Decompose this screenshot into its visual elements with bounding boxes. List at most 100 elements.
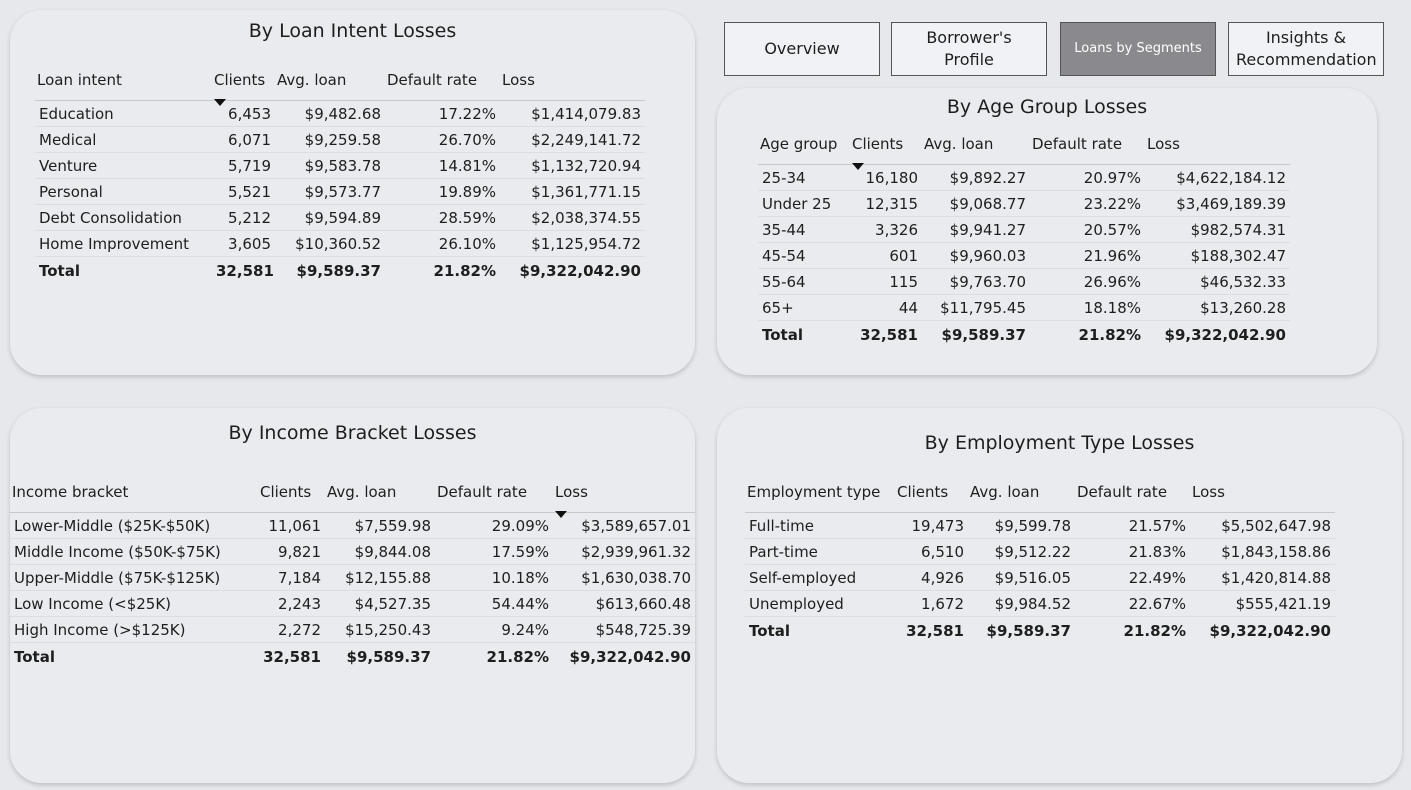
cell: $9,573.77	[275, 178, 385, 205]
cell: Middle Income ($50K-$75K)	[10, 538, 258, 565]
cell: $10,360.52	[275, 230, 385, 257]
data-row: Upper-Middle ($75K-$125K) 7,184 $12,155.88…	[10, 564, 695, 591]
data-row: Debt Consolidation 5,212 $9,594.89 28.59% $2…	[35, 204, 645, 231]
sort-indicator	[214, 99, 226, 106]
column-header[interactable]: Clients	[850, 124, 922, 170]
column-header[interactable]: Loss	[1145, 124, 1290, 165]
cell: 20.97%	[1030, 164, 1145, 191]
card-title: By Income Bracket Losses	[228, 422, 477, 444]
column-header[interactable]: Employment type	[745, 472, 895, 513]
nav-label: Borrower's Profile	[926, 28, 1012, 69]
nav-label: Insights & Recommendation	[1236, 28, 1377, 69]
data-table: Age group Clients Avg. loan Default rate Los…	[758, 124, 1290, 349]
cell: 29.09%	[435, 512, 553, 539]
cell: $9,583.78	[275, 152, 385, 179]
cell: 26.70%	[385, 126, 500, 153]
cell: 5,212	[212, 204, 275, 231]
cell: Personal	[35, 178, 212, 205]
cell: $2,249,141.72	[500, 126, 645, 153]
nav-button[interactable]: Loans by Segments	[1060, 22, 1216, 76]
cell: $2,038,374.55	[500, 204, 645, 231]
nav-label: Overview	[764, 39, 840, 58]
cell: $7,559.98	[325, 512, 435, 539]
column-header[interactable]: Loss	[500, 60, 645, 101]
data-row: Low Income (<$25K) 2,243 $4,527.35 54.44% $6…	[10, 590, 695, 617]
column-header[interactable]: Loss	[1190, 472, 1335, 513]
cell: Self-employed	[745, 564, 895, 591]
column-header[interactable]: Avg. loan	[275, 60, 385, 101]
data-row: Middle Income ($50K-$75K) 9,821 $9,844.08 1…	[10, 538, 695, 565]
cell: Unemployed	[745, 590, 895, 617]
nav-button[interactable]: Borrower's Profile	[891, 22, 1047, 76]
cell: 3,605	[212, 230, 275, 257]
cell: 65+	[758, 294, 850, 321]
column-header[interactable]: Income bracket	[10, 472, 258, 513]
cell: Low Income (<$25K)	[10, 590, 258, 617]
cell: 7,184	[258, 564, 325, 591]
column-header[interactable]: Default rate	[385, 60, 500, 101]
cell: Lower-Middle ($25K-$50K)	[10, 512, 258, 539]
cell: 6,071	[212, 126, 275, 153]
cell: $3,469,189.39	[1145, 190, 1290, 217]
cell: $4,527.35	[325, 590, 435, 617]
card-title: By Employment Type Losses	[924, 432, 1195, 454]
nav-button[interactable]: Insights & Recommendation	[1228, 22, 1384, 76]
column-header[interactable]: Age group	[758, 124, 850, 165]
data-row: 45-54 601 $9,960.03 21.96% $188,302.47	[758, 242, 1290, 269]
cell: 17.59%	[435, 538, 553, 565]
cell: 11,061	[258, 512, 325, 539]
cell: 54.44%	[435, 590, 553, 617]
total-cell: $9,589.37	[922, 320, 1030, 349]
column-header[interactable]: Default rate	[1075, 472, 1190, 513]
data-row: Part-time 6,510 $9,512.22 21.83% $1,843,158.…	[745, 538, 1335, 565]
data-table: Employment type Clients Avg. loan Default r…	[745, 472, 1335, 645]
cell: 23.22%	[1030, 190, 1145, 217]
column-header[interactable]: Default rate	[1030, 124, 1145, 165]
data-row: 65+ 44 $11,795.45 18.18% $13,260.28	[758, 294, 1290, 321]
column-header[interactable]: Loss	[553, 472, 695, 518]
cell: $1,125,954.72	[500, 230, 645, 257]
cell: Debt Consolidation	[35, 204, 212, 231]
cell: 4,926	[895, 564, 968, 591]
cell: Medical	[35, 126, 212, 153]
total-cell: 32,581	[850, 320, 922, 349]
cell: $1,843,158.86	[1190, 538, 1335, 565]
total-cell: $9,589.37	[968, 616, 1075, 645]
total-row: Total 32,581 $9,589.37 21.82% $9,322,042.90	[10, 642, 695, 671]
column-header[interactable]: Clients	[212, 60, 275, 106]
total-cell: $9,322,042.90	[1145, 320, 1290, 349]
cell: 9.24%	[435, 616, 553, 643]
cell: $9,516.05	[968, 564, 1075, 591]
total-cell: 21.82%	[435, 642, 553, 671]
column-header[interactable]: Clients	[258, 472, 325, 513]
column-header[interactable]: Default rate	[435, 472, 553, 513]
column-header[interactable]: Clients	[895, 472, 968, 513]
cell: $9,482.68	[275, 100, 385, 127]
cell: $4,622,184.12	[1145, 164, 1290, 191]
cell: Under 25	[758, 190, 850, 217]
column-header[interactable]: Loan intent	[35, 60, 212, 101]
cell: $9,984.52	[968, 590, 1075, 617]
column-header[interactable]: Avg. loan	[922, 124, 1030, 165]
cell: 14.81%	[385, 152, 500, 179]
data-row: 35-44 3,326 $9,941.27 20.57% $982,574.31	[758, 216, 1290, 243]
data-row: Venture 5,719 $9,583.78 14.81% $1,132,720.94	[35, 152, 645, 179]
header-row: Employment type Clients Avg. loan Default r…	[745, 472, 1335, 513]
cell: 21.83%	[1075, 538, 1190, 565]
cell: 1,672	[895, 590, 968, 617]
cell: $9,941.27	[922, 216, 1030, 243]
card-title: By Loan Intent Losses	[248, 20, 457, 42]
nav-label: Loans by Segments	[1074, 41, 1202, 56]
cell: $2,939,961.32	[553, 538, 695, 565]
nav-button[interactable]: Overview	[724, 22, 880, 76]
cell: $613,660.48	[553, 590, 695, 617]
cell: $982,574.31	[1145, 216, 1290, 243]
cell: 2,243	[258, 590, 325, 617]
column-header[interactable]: Avg. loan	[325, 472, 435, 513]
column-header[interactable]: Avg. loan	[968, 472, 1075, 513]
total-cell: $9,322,042.90	[553, 642, 695, 671]
cell: Venture	[35, 152, 212, 179]
cell: 35-44	[758, 216, 850, 243]
sort-indicator	[555, 511, 567, 518]
data-row: Medical 6,071 $9,259.58 26.70% $2,249,141.72	[35, 126, 645, 153]
